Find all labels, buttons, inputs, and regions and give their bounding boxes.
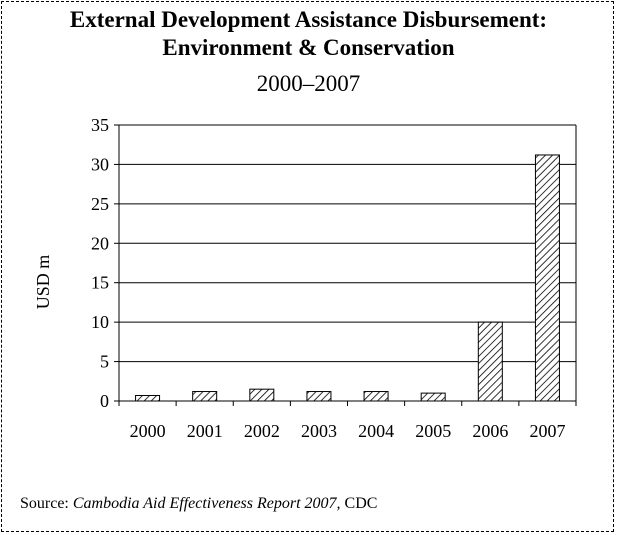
x-tick-label: 2006 — [472, 421, 508, 441]
bar-2003 — [306, 391, 332, 402]
bar-2001 — [192, 391, 218, 402]
y-axis-label: USD m — [33, 255, 53, 310]
bars — [135, 154, 560, 402]
source-note: Source: Cambodia Aid Effectiveness Repor… — [20, 494, 377, 514]
bar-2002 — [249, 388, 275, 402]
x-tick-label: 2002 — [244, 421, 280, 441]
axes — [114, 124, 577, 406]
grid-lines — [119, 124, 576, 363]
bar-2004 — [363, 391, 389, 402]
source-title: Cambodia Aid Effectiveness Report 2007, — [72, 495, 341, 512]
bar-2000 — [135, 394, 161, 402]
x-tick-label: 2000 — [130, 421, 166, 441]
y-tick-label: 30 — [91, 154, 109, 174]
chart-subtitle: 2000–2007 — [256, 71, 361, 96]
x-tick-label: 2005 — [415, 421, 451, 441]
x-tick-labels: 2000 2001 2002 2003 2004 2005 2006 2007 — [130, 421, 566, 441]
source-prefix: Source: — [20, 495, 73, 512]
x-tick-label: 2003 — [301, 421, 337, 441]
y-tick-label: 20 — [91, 233, 109, 253]
y-tick-label: 0 — [100, 391, 109, 411]
y-tick-labels: 0 5 10 15 20 25 30 35 — [91, 115, 109, 411]
y-tick-label: 15 — [91, 273, 109, 293]
x-tick-label: 2001 — [187, 421, 223, 441]
source-suffix: CDC — [340, 495, 378, 512]
chart-title: External Development Assistance Disburse… — [0, 6, 617, 62]
bar-2005 — [420, 392, 446, 402]
y-tick-label: 35 — [91, 115, 109, 135]
x-tick-label: 2004 — [358, 421, 394, 441]
chart-title-line1: External Development Assistance Disburse… — [69, 7, 548, 32]
y-tick-label: 25 — [91, 194, 109, 214]
bar-2007 — [534, 154, 560, 402]
bar-2006 — [477, 321, 503, 402]
y-tick-label: 5 — [100, 352, 109, 372]
chart-title-line2: Environment & Conservation — [162, 35, 455, 60]
x-tick-label: 2007 — [529, 421, 565, 441]
y-tick-label: 10 — [91, 312, 109, 332]
